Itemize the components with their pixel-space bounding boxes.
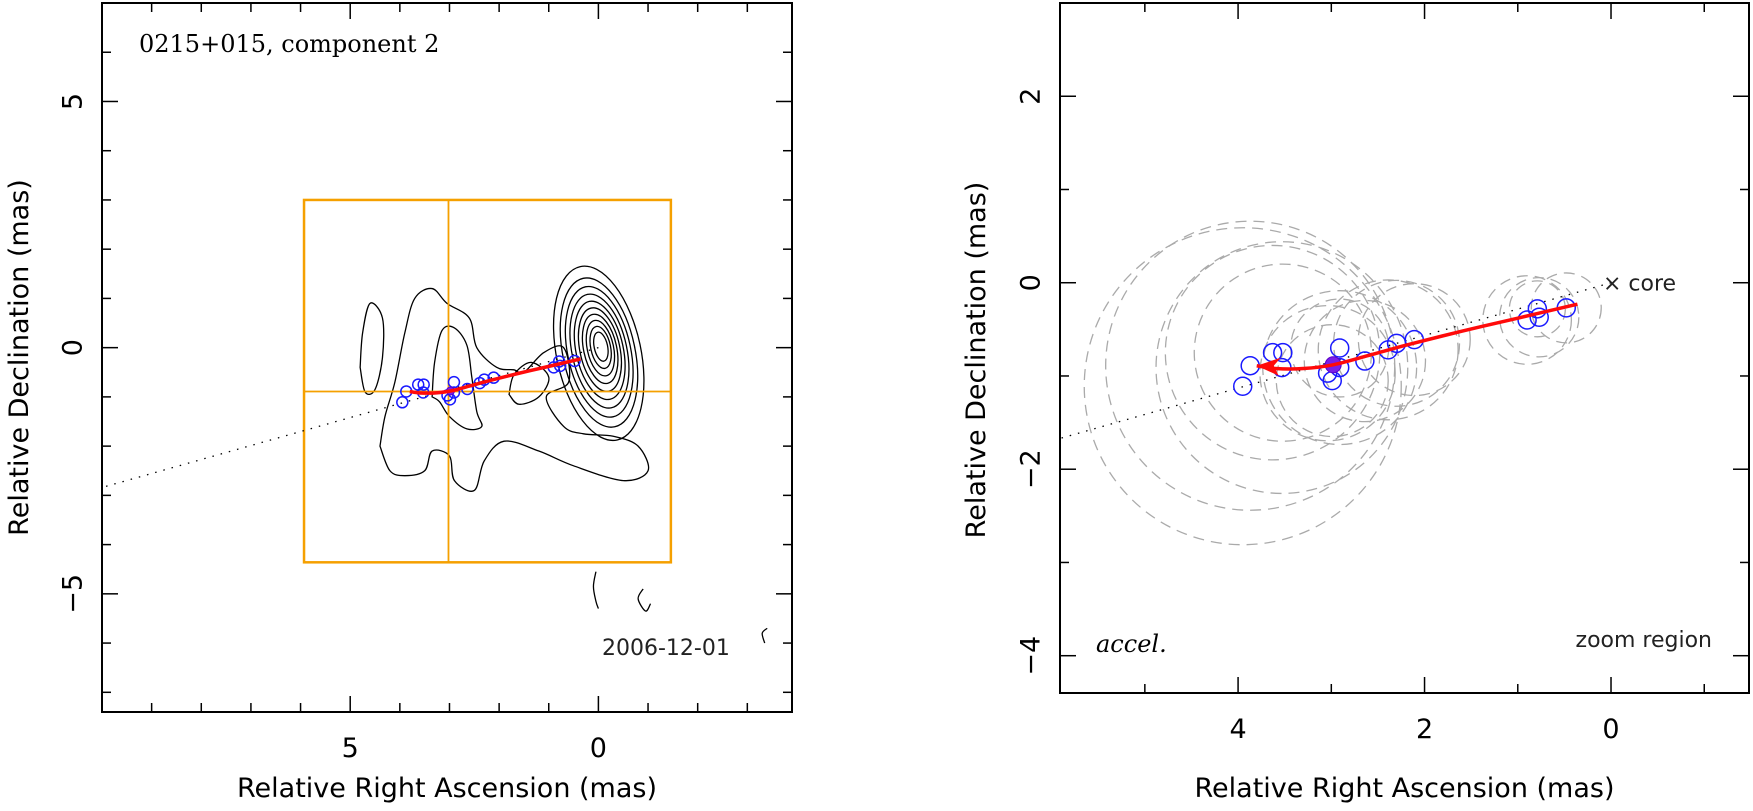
component-fwhm-circle [1332,279,1461,407]
component-fwhm-circle [1259,304,1396,442]
left-panel: 5 050−5 0215+015, component 2 2006-12-01 … [4,2,793,804]
core-contour [569,293,630,409]
y-tick-label: 0 [57,339,88,356]
axis-ticks: 5 0 5 0 −5 [57,2,792,764]
plot-title: 0215+015, component 2 [139,30,439,58]
component-fwhm-circle [1530,272,1602,344]
jet-contour [359,302,385,395]
core-label: × core [1603,272,1676,297]
accel-label: accel. [1096,630,1167,658]
component-marker [1273,342,1293,363]
y-axis-label: Relative Declination (mas) [4,179,35,536]
component-fwhm-circle [1317,279,1459,421]
x-tick-label: 2 [1416,714,1433,745]
negative-contour [761,627,768,644]
component-marker [1517,310,1537,330]
component-fwhm-circle [1155,241,1409,495]
component-fwhm-circle [1275,324,1389,438]
x-tick-label: 0 [590,733,607,764]
y-tick-label: −4 [1015,636,1046,676]
component-fwhm-circle [1303,299,1427,423]
component-fwhm-circle [1083,227,1402,546]
core-contour [564,285,634,418]
trajectory-fit-line [1256,302,1578,371]
contour-map [359,265,768,644]
ridge-line [1059,282,1612,440]
component-fwhm-circle [1508,280,1566,338]
component-fwhm-circles [1083,220,1602,546]
zoom-region-overlay [302,198,673,564]
core-contour [559,277,639,428]
negative-contour [637,588,652,612]
component-fwhm-circle [1105,220,1396,511]
ridge-dotted-line [1059,282,1612,440]
core-contour [589,325,612,370]
y-tick-label: 5 [57,93,88,110]
component-marker [1232,376,1253,396]
epoch-label: 2006-12-01 [602,636,730,661]
right-panel: 4 2 0 2 0 −2 −4 × core accel. zoom region Rela… [961,2,1750,804]
component-marker [1355,351,1375,371]
component-fwhm-circle [1357,283,1471,397]
ridge-line [101,347,599,489]
y-axis-label: Relative Declination (mas) [961,182,992,539]
component-marker [396,396,409,409]
component-fwhm-circle [1193,263,1373,442]
trajectory-fit-line [409,357,581,395]
trajectory-fit [1256,302,1578,376]
component-marker [417,378,430,391]
component-marker [447,375,461,389]
x-tick-label: 4 [1229,714,1246,745]
ridge-dotted-line [101,347,599,489]
zoom-region-box [302,198,673,564]
y-tick-label: 2 [1015,88,1046,105]
plot-frame [101,2,793,713]
x-tick-label: 5 [342,733,359,764]
component-marker [1240,355,1260,376]
jet-contour [379,287,650,492]
x-axis-label: Relative Right Ascension (mas) [237,773,657,804]
trajectory-arrowhead [1256,357,1281,376]
component-marker [1527,299,1548,319]
negative-contour [592,571,600,609]
core-contour [585,319,616,377]
zoom-region-label: zoom region [1576,628,1712,653]
component-marker [1529,307,1549,327]
component-fwhm-circle [1482,275,1573,365]
plot-frame [1059,2,1750,694]
core-contour [581,313,619,385]
core-contour [552,265,645,442]
x-tick-label: 0 [1602,714,1619,745]
axis-ticks: 4 2 0 2 0 −2 −4 [1015,2,1749,745]
y-tick-label: −2 [1015,449,1046,489]
y-tick-label: 0 [1015,274,1046,291]
core-contour [592,331,609,362]
x-axis-label: Relative Right Ascension (mas) [1194,773,1614,804]
component-marker [1329,338,1350,358]
trajectory-fit [409,357,581,395]
y-tick-label: −5 [57,574,88,614]
component-marker [1378,340,1398,360]
